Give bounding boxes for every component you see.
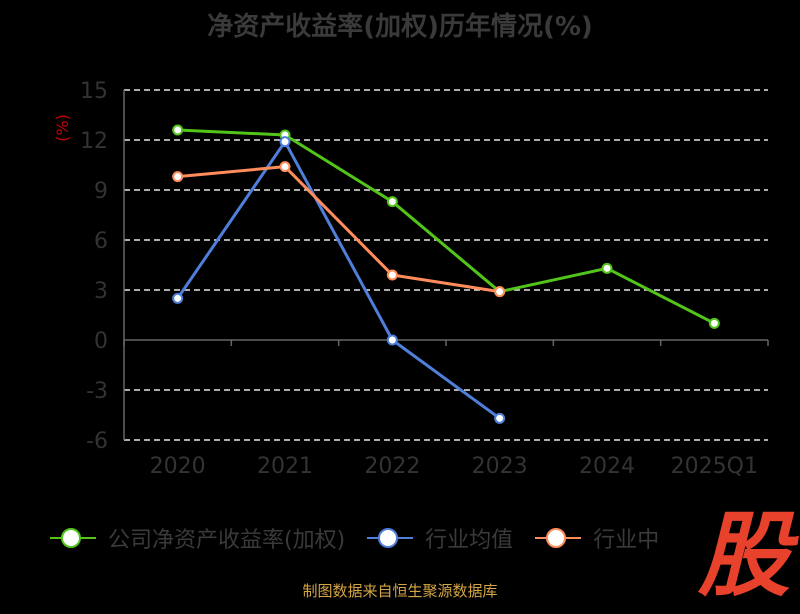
legend-marker [378, 528, 399, 548]
legend-label: 行业中 [593, 528, 660, 553]
series-line [177, 165, 500, 294]
y-tick-label: 3 [94, 279, 108, 304]
legend-item[interactable]: 公司净资产收益率(加权) [50, 522, 345, 554]
x-tick-label: 2021 [257, 454, 313, 479]
data-point [172, 124, 184, 136]
y-tick-label: -6 [86, 429, 108, 454]
data-point [172, 171, 184, 183]
brand-logo: 股 [697, 501, 790, 609]
data-source-note: 制图数据来自恒生聚源数据库 [302, 582, 498, 600]
data-point [494, 412, 506, 424]
x-tick-label: 2025Q1 [671, 454, 758, 479]
chart-legend: 公司净资产收益率(加权) 行业均值 行业中 [50, 518, 681, 558]
axes: -6 -3 0 3 6 9 12 15 2020 2021 2022 2023 2024 2025Q1 [80, 79, 769, 479]
data-point [494, 286, 506, 298]
line-chart: -6 -3 0 3 6 9 12 15 2020 2021 2022 2023 2024 2025Q1 (… [53, 79, 769, 479]
legend-swatch [367, 528, 414, 548]
x-tick-label: 2023 [472, 454, 528, 479]
chart-title: 净资产收益率(加权)历年情况(%) [207, 12, 593, 42]
data-point [279, 161, 291, 173]
series-line [177, 128, 716, 325]
legend-label: 行业均值 [425, 528, 514, 553]
legend-swatch [50, 528, 96, 548]
series-lines [172, 124, 720, 424]
x-tick-label: 2020 [150, 454, 206, 479]
data-point [601, 262, 613, 274]
data-point [708, 317, 720, 329]
legend-item[interactable]: 行业均值 [367, 522, 513, 554]
y-tick-label: 9 [94, 179, 108, 204]
y-axis-label: (%) [53, 114, 72, 142]
y-tick-label: 15 [80, 79, 108, 104]
legend-label: 公司净资产收益率(加权) [108, 528, 346, 553]
grid-lines [124, 89, 768, 441]
data-point [386, 334, 398, 346]
data-point [386, 269, 398, 281]
x-tick-label: 2022 [364, 454, 420, 479]
x-tick-label: 2024 [579, 454, 635, 479]
legend-item[interactable]: 行业中 [535, 522, 659, 554]
legend-marker [61, 528, 81, 548]
legend-swatch [535, 528, 582, 548]
data-point [172, 292, 184, 304]
y-tick-label: 0 [94, 329, 108, 354]
legend-marker [546, 528, 567, 548]
data-point [279, 136, 291, 148]
y-tick-label: 12 [80, 129, 108, 154]
y-tick-label: 6 [94, 229, 108, 254]
y-tick-label: -3 [86, 379, 108, 404]
data-point [386, 196, 398, 208]
series-line [176, 140, 501, 420]
